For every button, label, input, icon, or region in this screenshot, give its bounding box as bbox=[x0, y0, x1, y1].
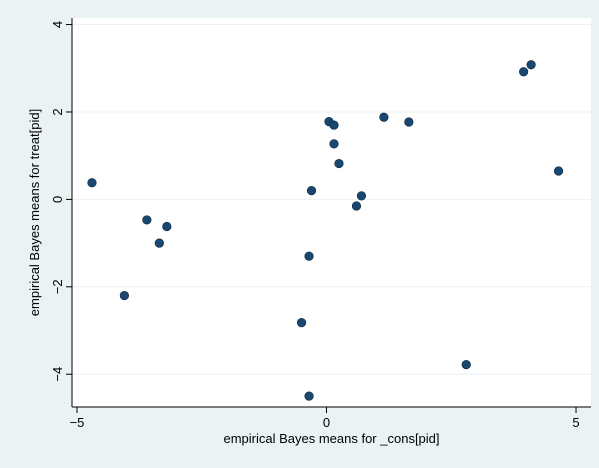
x-axis-label: empirical Bayes means for _cons[pid] bbox=[223, 431, 439, 446]
y-tick-label: −4 bbox=[50, 367, 65, 382]
data-point bbox=[553, 166, 564, 176]
axes bbox=[71, 18, 591, 408]
grid-lines bbox=[72, 24, 591, 375]
x-ticks: −5 0 5 bbox=[70, 407, 580, 430]
data-point bbox=[304, 251, 314, 261]
data-point bbox=[351, 201, 362, 211]
data-point bbox=[329, 139, 339, 149]
y-axis-label: empirical Bayes means for treat[pid] bbox=[27, 109, 42, 316]
data-point bbox=[296, 318, 307, 328]
y-tick-label: 2 bbox=[50, 108, 65, 115]
data-point bbox=[306, 186, 317, 196]
data-point bbox=[356, 191, 367, 201]
data-point bbox=[526, 60, 536, 70]
y-tick-label: −2 bbox=[50, 279, 65, 294]
plot-area bbox=[72, 18, 591, 407]
data-point bbox=[119, 290, 129, 301]
data-point bbox=[461, 360, 471, 370]
data-point bbox=[142, 215, 152, 225]
x-tick-label: −5 bbox=[70, 415, 85, 430]
y-tick-label: 4 bbox=[50, 21, 65, 28]
data-point bbox=[379, 112, 389, 122]
y-ticks: −4 −2 0 2 4 bbox=[50, 21, 72, 382]
data-point bbox=[304, 391, 314, 401]
data-point bbox=[334, 158, 344, 169]
data-point bbox=[162, 221, 172, 232]
x-tick-label: 0 bbox=[323, 415, 330, 430]
y-tick-label: 0 bbox=[50, 196, 65, 203]
data-point bbox=[519, 67, 529, 77]
x-tick-label: 5 bbox=[572, 415, 579, 430]
data-point bbox=[154, 238, 164, 248]
data-point bbox=[87, 178, 97, 188]
data-point bbox=[329, 120, 339, 130]
data-point bbox=[404, 117, 414, 127]
data-points bbox=[87, 60, 564, 401]
